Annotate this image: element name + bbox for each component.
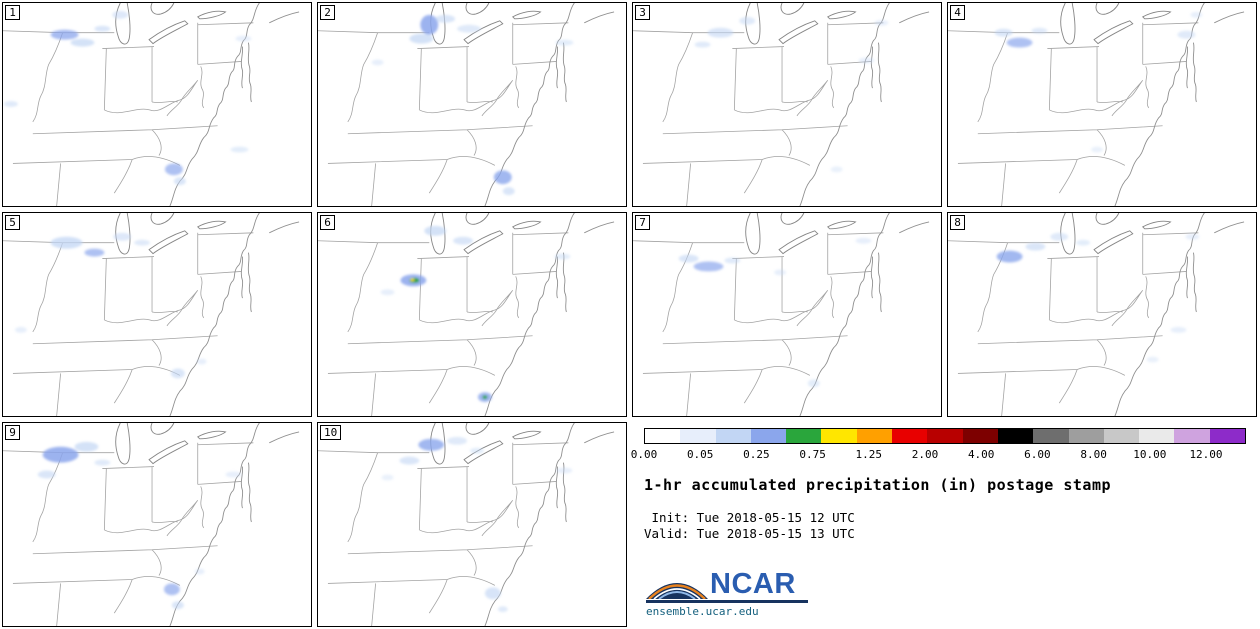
colorbar-segment bbox=[786, 429, 822, 443]
colorbar-tick-label: 1.25 bbox=[855, 448, 883, 461]
panel-number: 4 bbox=[950, 5, 965, 20]
colorbar-tick-label: 2.00 bbox=[911, 448, 939, 461]
colorbar-tick-label: 4.00 bbox=[967, 448, 995, 461]
colorbar-tick-label: 0.75 bbox=[799, 448, 826, 461]
forecast-panel-10[interactable]: 10 bbox=[317, 422, 627, 627]
colorbar-tick-label: 6.00 bbox=[1024, 448, 1051, 461]
forecast-panel-7[interactable]: 7 bbox=[632, 212, 942, 417]
panel-number: 8 bbox=[950, 215, 965, 230]
colorbar-segment bbox=[1068, 429, 1104, 443]
colorbar-tick-label: 0.05 bbox=[686, 448, 714, 461]
panel-number: 9 bbox=[5, 425, 20, 440]
precip-map bbox=[318, 213, 615, 416]
colorbar-segment bbox=[1103, 429, 1140, 443]
precip-map bbox=[318, 423, 615, 626]
colorbar-segment bbox=[1209, 429, 1246, 443]
panel-number: 5 bbox=[5, 215, 20, 230]
colorbar-segment bbox=[821, 429, 857, 443]
colorbar-segment bbox=[997, 429, 1034, 443]
colorbar-segment bbox=[856, 429, 893, 443]
colorbar-tick-label: 10.00 bbox=[1133, 448, 1167, 461]
product-title: 1-hr accumulated precipitation (in) post… bbox=[644, 476, 1112, 494]
legend: 0.00 0.05 0.25 0.75 1.25 2.00 4.00 6.00 8.00 10.0… bbox=[631, 422, 1257, 627]
run-times: Init: Tue 2018-05-15 12 UTC Valid: Tue 2… bbox=[644, 510, 1257, 541]
valid-time: Valid: Tue 2018-05-15 13 UTC bbox=[644, 525, 855, 541]
precip-map bbox=[633, 213, 930, 416]
ncar-logo[interactable]: NCAR ensemble.ucar.edu bbox=[646, 565, 816, 618]
colorbar-segment bbox=[715, 429, 751, 443]
forecast-panel-2[interactable]: 2 bbox=[317, 2, 627, 207]
panel-number: 7 bbox=[635, 215, 650, 230]
precip-map bbox=[3, 3, 300, 206]
panel-number: 2 bbox=[320, 5, 335, 20]
forecast-panel-6[interactable]: 6 bbox=[317, 212, 627, 417]
colorbar-segment bbox=[962, 429, 998, 443]
colorbar-tick-label: 0.25 bbox=[743, 448, 770, 461]
precip-map bbox=[318, 3, 615, 206]
colorbar-segment bbox=[1033, 429, 1069, 443]
colorbar-segment bbox=[1174, 429, 1210, 443]
colorbar-segment bbox=[1139, 429, 1175, 443]
colorbar-ticks: 0.00 0.05 0.25 0.75 1.25 2.00 4.00 6.00 8.00 10.0… bbox=[631, 446, 1223, 462]
forecast-panel-1[interactable]: 1 bbox=[2, 2, 312, 207]
forecast-panel-3[interactable]: 3 bbox=[632, 2, 942, 207]
colorbar-segment bbox=[750, 429, 787, 443]
site-url[interactable]: ensemble.ucar.edu bbox=[646, 600, 808, 618]
init-time: Init: Tue 2018-05-15 12 UTC bbox=[644, 510, 855, 525]
forecast-panel-8[interactable]: 8 bbox=[947, 212, 1257, 417]
precip-map bbox=[948, 213, 1245, 416]
ncar-wordmark: NCAR bbox=[710, 568, 796, 601]
panel-number: 6 bbox=[320, 215, 335, 230]
colorbar bbox=[644, 428, 1246, 444]
colorbar-tick-label: 8.00 bbox=[1080, 448, 1107, 461]
colorbar-segment bbox=[927, 429, 963, 443]
precip-map bbox=[948, 3, 1245, 206]
panel-number: 3 bbox=[635, 5, 650, 20]
colorbar-tick-label: 12.00 bbox=[1189, 448, 1223, 461]
precip-map bbox=[633, 3, 930, 206]
forecast-panel-4[interactable]: 4 bbox=[947, 2, 1257, 207]
colorbar-segment bbox=[680, 429, 716, 443]
panel-number: 10 bbox=[320, 425, 342, 440]
forecast-panel-9[interactable]: 9 bbox=[2, 422, 312, 627]
ncar-swoosh-icon bbox=[646, 583, 708, 600]
panel-number: 1 bbox=[5, 5, 20, 20]
forecast-panel-5[interactable]: 5 bbox=[2, 212, 312, 417]
colorbar-segment bbox=[645, 429, 681, 443]
precip-map bbox=[3, 423, 300, 626]
colorbar-segment bbox=[892, 429, 928, 443]
colorbar-tick-label: 0.00 bbox=[630, 448, 658, 461]
precip-map bbox=[3, 213, 300, 416]
